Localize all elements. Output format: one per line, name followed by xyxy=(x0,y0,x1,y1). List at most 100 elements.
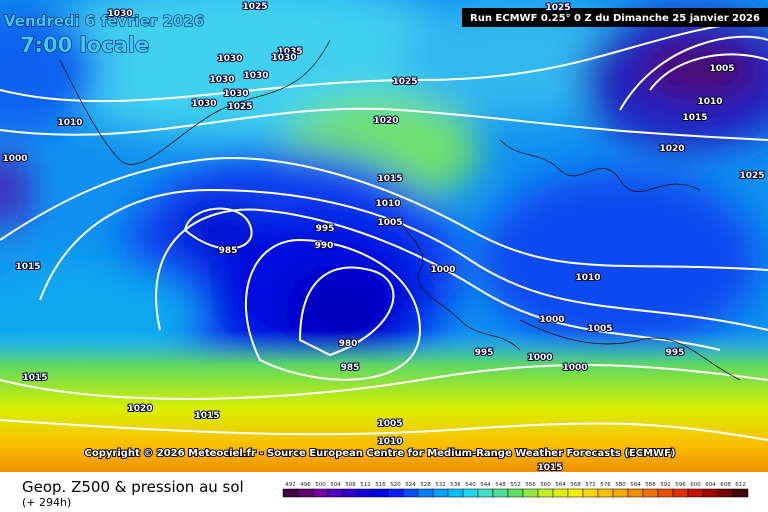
scale-label: 540 xyxy=(465,482,476,488)
scale-label: 524 xyxy=(405,482,416,488)
isobar-label: 1015 xyxy=(537,463,562,473)
isobar-label: 1030 xyxy=(243,71,268,81)
isobar-label: 1015 xyxy=(377,174,402,184)
isobar-label: 1005 xyxy=(587,324,612,334)
isobar-label: 1015 xyxy=(15,262,40,272)
isobar-label: 1025 xyxy=(392,77,417,87)
isobar-label: 985 xyxy=(219,246,238,256)
isobar-label: 1020 xyxy=(127,404,152,414)
scale-cell xyxy=(462,488,479,498)
scale-label: 612 xyxy=(735,482,746,488)
isobar-label: 1015 xyxy=(194,411,219,421)
scale-cell xyxy=(597,488,614,498)
isobar-label: 1010 xyxy=(377,437,402,447)
isobar-label: 985 xyxy=(341,363,360,373)
isobar-label: 1005 xyxy=(377,218,402,228)
scale-cell xyxy=(717,488,734,498)
isobar-label: 1005 xyxy=(709,64,734,74)
footer-lead: (+ 294h) xyxy=(22,496,71,509)
scale-cell xyxy=(282,488,299,498)
scale-cell xyxy=(702,488,719,498)
scale-label: 576 xyxy=(600,482,611,488)
scale-cell xyxy=(537,488,554,498)
scale-label: 508 xyxy=(345,482,356,488)
scale-label: 544 xyxy=(480,482,491,488)
scale-label: 592 xyxy=(660,482,671,488)
isobar-label: 1000 xyxy=(2,154,27,164)
scale-cell xyxy=(327,488,344,498)
scale-label: 588 xyxy=(645,482,656,488)
isobar-label: 1025 xyxy=(739,171,764,181)
run-info: Run ECMWF 0.25° 0 Z du Dimanche 25 janvi… xyxy=(470,13,760,24)
isobar-label: 1015 xyxy=(682,113,707,123)
scale-cell xyxy=(612,488,629,498)
isobar-label: 1010 xyxy=(697,97,722,107)
scale-label: 568 xyxy=(570,482,581,488)
scale-label: 520 xyxy=(390,482,401,488)
scale-label: 552 xyxy=(510,482,521,488)
isobar-label: 1030 xyxy=(217,54,242,64)
scale-cell xyxy=(582,488,599,498)
isobar-label: 1035 xyxy=(277,47,302,57)
isobars xyxy=(0,19,768,441)
isobar-label: 1020 xyxy=(373,116,398,126)
scale-cell xyxy=(657,488,674,498)
copyright: Copyright © 2026 Meteociel.fr - Source E… xyxy=(85,448,676,459)
isobar-label: 1025 xyxy=(242,2,267,12)
scale-cell xyxy=(627,488,644,498)
scale-cell xyxy=(372,488,389,498)
scale-cell xyxy=(447,488,464,498)
isobar-label: 1010 xyxy=(57,118,82,128)
isobar-label: 980 xyxy=(339,339,358,349)
isobar-label: 1015 xyxy=(22,373,47,383)
scale-cell xyxy=(432,488,449,498)
scale-label: 548 xyxy=(495,482,506,488)
isobar-label: 1010 xyxy=(375,199,400,209)
scale-label: 492 xyxy=(285,482,296,488)
isobar-label: 1030 xyxy=(223,89,248,99)
isobar-label: 1020 xyxy=(659,144,684,154)
scale-label: 580 xyxy=(615,482,626,488)
footer-title: Geop. Z500 & pression au sol xyxy=(22,478,244,496)
scale-label: 596 xyxy=(675,482,686,488)
scale-cell xyxy=(387,488,404,498)
scale-label: 528 xyxy=(420,482,431,488)
scale-label: 500 xyxy=(315,482,326,488)
scale-cell xyxy=(687,488,704,498)
scale-label: 604 xyxy=(705,482,716,488)
scale-cell xyxy=(507,488,524,498)
isobar-label: 1005 xyxy=(377,419,402,429)
scale-cell xyxy=(567,488,584,498)
scale-label: 512 xyxy=(360,482,371,488)
isobar-label: 1030 xyxy=(191,99,216,109)
scale-cell xyxy=(732,488,749,498)
scale-label: 504 xyxy=(330,482,341,488)
coastlines xyxy=(59,39,741,381)
scale-cell xyxy=(672,488,689,498)
isobar-label: 1000 xyxy=(430,265,455,275)
scale-label: 572 xyxy=(585,482,596,488)
forecast-date: Vendredi 6 février 2026 xyxy=(4,12,204,30)
run-box xyxy=(462,8,768,27)
scale-label: 560 xyxy=(540,482,551,488)
scale-label: 516 xyxy=(375,482,386,488)
forecast-time: 7:00 locale xyxy=(20,33,149,57)
scale-cell xyxy=(342,488,359,498)
scale-label: 556 xyxy=(525,482,536,488)
isobar-label: 995 xyxy=(316,224,335,234)
scale-label: 600 xyxy=(690,482,701,488)
scale-cell xyxy=(357,488,374,498)
scale-cell xyxy=(402,488,419,498)
isobar-label: 1030 xyxy=(107,9,132,19)
isobar-label: 1010 xyxy=(575,273,600,283)
scale-cell xyxy=(417,488,434,498)
isobar-label: 1000 xyxy=(562,363,587,373)
isobar-label: 995 xyxy=(475,348,494,358)
scale-label: 584 xyxy=(630,482,641,488)
scale-cell xyxy=(297,488,314,498)
isobar-label: 1025 xyxy=(227,102,252,112)
isobar-label: 1000 xyxy=(527,353,552,363)
scale-cell xyxy=(477,488,494,498)
